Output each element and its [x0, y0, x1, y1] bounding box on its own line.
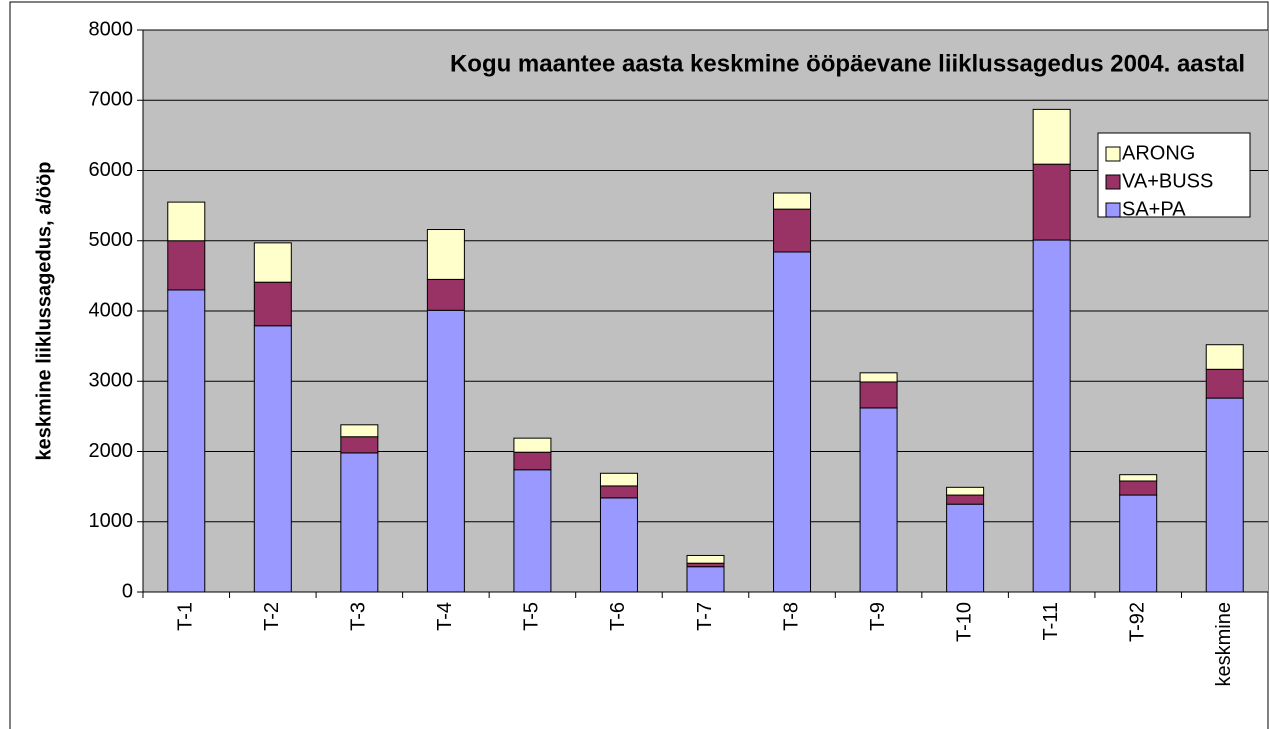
x-tick-label: T-92 [1126, 602, 1148, 642]
legend-label: SA+PA [1122, 198, 1186, 220]
bar-segment [1205, 344, 1244, 370]
bar-segment [426, 278, 465, 311]
bar-segment [946, 486, 985, 496]
bar-segment [686, 554, 725, 564]
y-tick-label: 5000 [89, 229, 134, 251]
y-tick-label: 4000 [89, 299, 134, 321]
bar-segment [1119, 474, 1158, 482]
legend-swatch [1105, 146, 1121, 162]
bar-segment [859, 407, 898, 593]
bar-segment [773, 251, 812, 593]
legend-swatch [1105, 174, 1121, 190]
bar-segment [167, 289, 206, 593]
bar-segment [859, 381, 898, 409]
bar-segment [599, 472, 638, 487]
bar-segment [773, 192, 812, 210]
bar-segment [946, 494, 985, 505]
bar-segment [513, 437, 552, 453]
bar-segment [1119, 494, 1158, 593]
bar-segment [859, 372, 898, 383]
x-tick-label: keskmine [1213, 602, 1235, 686]
y-tick-label: 7000 [89, 89, 134, 111]
y-tick-label: 8000 [89, 18, 134, 40]
x-tick-label: T-8 [780, 602, 802, 631]
x-tick-label: T-11 [1040, 602, 1062, 641]
bar-segment [340, 452, 379, 593]
bar-segment [1205, 368, 1244, 399]
x-tick-label: T-6 [607, 602, 629, 631]
x-tick-label: T-4 [434, 602, 456, 631]
bar-segment [253, 242, 292, 283]
bar-segment [253, 281, 292, 327]
bar-segment [167, 201, 206, 242]
y-tick-label: 1000 [89, 510, 134, 532]
bar-segment [599, 485, 638, 499]
bar-segment [773, 208, 812, 253]
bar-segment [253, 325, 292, 593]
bar-segment [686, 566, 725, 593]
bar-segment [599, 497, 638, 593]
y-tick-label: 0 [122, 580, 133, 602]
chart-title: Kogu maantee aasta keskmine ööpäevane li… [450, 50, 1245, 77]
bar-segment [946, 503, 985, 593]
legend-label: ARONG [1122, 142, 1195, 164]
y-tick-label: 3000 [89, 370, 134, 392]
legend [1097, 132, 1251, 218]
y-tick-label: 6000 [89, 159, 134, 181]
y-axis-label: keskmine liiklussagedus, a/ööp [33, 161, 55, 460]
bar-segment [1032, 108, 1071, 165]
legend-label: VA+BUSS [1122, 170, 1213, 192]
bar-segment [167, 240, 206, 291]
bar-segment [1205, 397, 1244, 593]
bar-segment [513, 469, 552, 593]
x-tick-label: T-7 [694, 602, 716, 631]
bar-segment [426, 309, 465, 593]
x-tick-label: T-9 [867, 602, 889, 631]
bar-segment [1032, 239, 1071, 593]
legend-swatch [1105, 202, 1121, 218]
bar-segment [1119, 480, 1158, 496]
bar-segment [426, 229, 465, 280]
bar-segment [513, 451, 552, 471]
x-tick-label: T-2 [261, 602, 283, 631]
bar-segment [686, 562, 725, 568]
x-tick-label: T-3 [348, 602, 370, 631]
bar-segment [340, 436, 379, 454]
x-tick-label: T-10 [953, 602, 975, 642]
y-tick-label: 2000 [89, 440, 134, 462]
bar-segment [1032, 163, 1071, 241]
x-tick-label: T-5 [521, 602, 543, 631]
bar-segment [340, 424, 379, 438]
x-tick-label: T-1 [175, 602, 197, 631]
